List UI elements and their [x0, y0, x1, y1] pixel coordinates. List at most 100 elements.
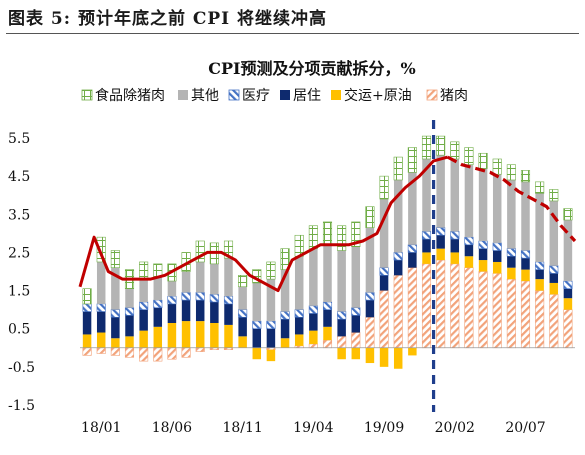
- legend-swatch-4: [331, 90, 341, 100]
- bar-series-18/12: [252, 347, 262, 360]
- legend: 食品除猪肉 其他 医疗 居住 交运+原油 猪肉: [81, 87, 468, 104]
- bar-series-19/03: [294, 317, 304, 335]
- bar-series-18/09: [210, 322, 219, 348]
- bar-series-19/12: [422, 158, 431, 232]
- bar-series-18/07: [181, 271, 191, 293]
- bar-series-20/08: [535, 261, 545, 270]
- y-tick-label-0: 5.5: [8, 131, 30, 147]
- bar-series-17/12: [82, 288, 92, 305]
- bar-series-18/12: [252, 320, 262, 330]
- bar-series-19/06: [337, 311, 347, 320]
- y-tick-label-1: 4.5: [8, 169, 30, 185]
- bar-series-19/10: [393, 179, 403, 253]
- legend-swatch-3: [280, 90, 290, 100]
- bar-series-18/02: [111, 317, 120, 339]
- bar-series-20/06: [506, 278, 516, 349]
- bar-series-20/08: [535, 269, 544, 280]
- bar-series-18/08: [195, 300, 205, 322]
- bar-series-20/01: [436, 259, 446, 349]
- bar-series-20/04: [478, 152, 488, 169]
- x-tick-label-3: 19/04: [293, 420, 333, 436]
- cpi-line-forecast: [446, 155, 577, 243]
- legend-label-2: 医疗: [242, 88, 270, 104]
- bar-series-18/02: [110, 309, 120, 318]
- bar-series-18/08: [195, 292, 205, 301]
- bar-series-19/01: [266, 261, 276, 280]
- bar-series-20/03: [464, 267, 474, 349]
- bar-series-19/02: [280, 248, 290, 270]
- bar-series-18/10: [224, 258, 233, 297]
- bar-series-19/06: [337, 225, 347, 251]
- bar-series-20/02: [450, 239, 460, 253]
- chart-title: CPI预测及分项贡献拆分，%: [208, 59, 415, 78]
- bar-series-19/04: [309, 330, 318, 344]
- bar-series-18/06: [167, 303, 177, 323]
- bar-series-19/07: [351, 347, 361, 360]
- y-tick-label-7: -1.5: [8, 398, 35, 414]
- bar-series-20/02: [450, 158, 460, 232]
- bar-series-19/07: [351, 332, 361, 349]
- bar-series-19/10: [393, 156, 403, 181]
- bar-series-20/10: [563, 208, 573, 221]
- bar-series-19/03: [294, 334, 304, 346]
- title-divider: [6, 33, 579, 34]
- bar-series-18/06: [167, 322, 177, 348]
- bar-series-19/08: [365, 206, 375, 228]
- bar-series-18/10: [223, 240, 234, 259]
- legend-label-5: 猪肉: [440, 88, 468, 104]
- bar-series-20/08: [535, 193, 544, 262]
- bar-series-20/07: [521, 258, 530, 270]
- bar-series-18/09: [210, 302, 219, 323]
- bar-series-20/04: [478, 248, 488, 261]
- bar-series-19/11: [407, 267, 417, 349]
- bar-series-18/11: [238, 275, 248, 288]
- bar-series-19/08: [365, 347, 375, 364]
- bar-series-20/04: [478, 168, 488, 241]
- bar-series-19/01: [266, 328, 276, 348]
- y-axis: 5.5 4.5 3.5 2.5 1.5 0.5 -0.5 -1.5: [8, 131, 35, 414]
- bar-series-19/11: [408, 252, 417, 268]
- x-tick-label-1: 18/06: [152, 420, 192, 436]
- bar-series-19/01: [266, 320, 276, 330]
- bar-series-19/03: [294, 309, 304, 318]
- bar-series-19/04: [308, 225, 318, 249]
- bar-series-19/06: [337, 336, 347, 349]
- bar-series-20/03: [464, 244, 474, 257]
- bar-series-20/05: [492, 174, 502, 243]
- legend-swatch-0: [81, 89, 93, 101]
- bar-series-20/07: [520, 280, 531, 349]
- legend-label-1: 其他: [191, 88, 219, 104]
- bar-series-20/09: [549, 294, 559, 349]
- bar-series-19/07: [351, 315, 361, 333]
- bar-series-18/04: [139, 279, 148, 303]
- bar-series-18/01: [96, 261, 106, 304]
- bar-series-18/05: [153, 326, 163, 348]
- bar-series-20/05: [492, 242, 502, 251]
- bar-series-19/05: [323, 326, 332, 341]
- y-tick-label-3: 2.5: [8, 245, 30, 261]
- bar-series-18/04: [139, 301, 149, 310]
- bar-series-18/06: [167, 281, 177, 297]
- bar-series-18/10: [224, 324, 233, 348]
- bar-series-19/03: [294, 256, 304, 310]
- bar-series-20/07: [521, 269, 530, 282]
- bar-series-20/06: [506, 164, 516, 181]
- legend-swatch-1: [178, 90, 188, 100]
- bar-series-20/07: [520, 170, 531, 183]
- bar-series-19/09: [379, 275, 389, 291]
- bar-series-17/12: [82, 347, 92, 356]
- bar-series-18/11: [238, 309, 248, 318]
- legend-swatch-2: [228, 89, 240, 101]
- bar-series-18/11: [238, 317, 247, 337]
- bar-series-19/12: [422, 252, 431, 264]
- bar-series-18/09: [210, 263, 219, 295]
- bar-series-19/11: [408, 172, 417, 245]
- bar-series-20/02: [450, 263, 460, 349]
- bar-series-20/01: [436, 155, 445, 228]
- bar-series-18/05: [153, 277, 163, 301]
- bar-series-20/05: [492, 250, 502, 262]
- bar-series-18/01: [96, 332, 106, 348]
- bar-series-20/05: [492, 261, 502, 274]
- figure-title: 图表 5: 预计年底之前 CPI 将继续冲高: [8, 9, 328, 29]
- legend-swatch-5: [426, 89, 438, 101]
